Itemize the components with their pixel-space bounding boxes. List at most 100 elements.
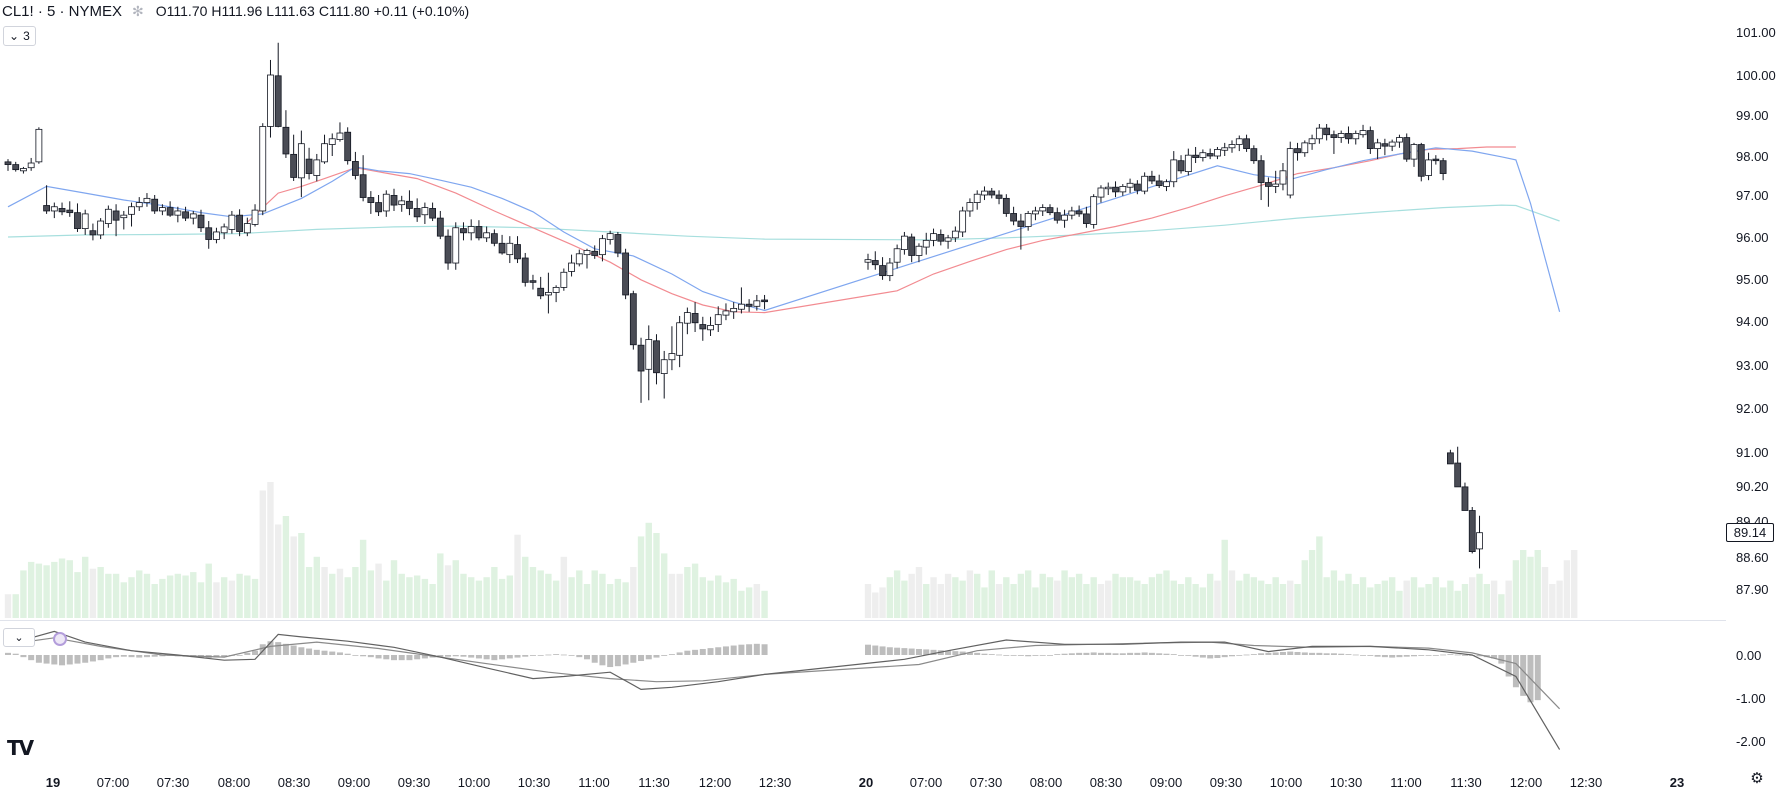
- candle-body: [43, 205, 50, 212]
- volume-bar: [1221, 539, 1228, 618]
- macd-histogram-bar: [879, 646, 886, 655]
- volume-bar: [20, 570, 27, 618]
- volume-bar: [1228, 570, 1236, 618]
- macd-histogram-bar: [1396, 655, 1403, 658]
- volume-bar: [1236, 580, 1243, 618]
- macd-histogram-bar: [105, 655, 112, 659]
- volume-bar: [1090, 577, 1097, 618]
- macd-histogram-bar: [599, 655, 606, 666]
- candle-body: [274, 75, 282, 127]
- macd-histogram-bar: [645, 655, 652, 660]
- volume-bar: [745, 587, 753, 618]
- volume-bar: [576, 570, 583, 618]
- volume-bar: [174, 573, 182, 618]
- macd-histogram-bar: [1498, 655, 1505, 664]
- tradingview-logo-icon[interactable]: TV: [7, 736, 34, 760]
- candle-body: [1017, 220, 1025, 227]
- time-tick-label: 07:00: [97, 775, 130, 790]
- macd-histogram-bar: [306, 648, 313, 655]
- macd-histogram-bar: [321, 650, 328, 655]
- macd-histogram-bar: [1265, 652, 1272, 655]
- candle-body: [1148, 175, 1156, 182]
- macd-histogram-bar: [915, 648, 922, 655]
- pane-indicator-dot[interactable]: [53, 632, 67, 646]
- macd-axis[interactable]: 0.00 -1.00 -2.00: [1736, 648, 1766, 749]
- pane-collapse-button[interactable]: ⌄: [3, 628, 35, 647]
- time-axis[interactable]: 19 07:00 07:30 08:00 08:30 09:00 09:30 10:00 10:…: [46, 775, 1684, 790]
- volume-bar: [105, 573, 112, 618]
- candle-body: [864, 259, 872, 263]
- macd-histogram-bar: [1221, 655, 1228, 658]
- time-tick-label: 09:30: [1210, 775, 1243, 790]
- candle-body: [398, 200, 406, 206]
- current-price-label: 89.14: [1726, 523, 1774, 542]
- macd-histogram-bar: [1112, 653, 1119, 655]
- volume-bar: [244, 575, 251, 618]
- macd-line: [23, 630, 1561, 750]
- volume-bar: [1541, 567, 1549, 618]
- macd-histogram-bar: [414, 655, 421, 660]
- macd-histogram-bar: [1512, 655, 1519, 688]
- candle-body: [1046, 207, 1054, 214]
- candle-body: [351, 161, 359, 176]
- candle-body: [722, 310, 730, 316]
- candle-body: [1272, 183, 1280, 187]
- volume-bar: [637, 536, 645, 618]
- volume-bar: [1032, 587, 1039, 618]
- snowflake-icon[interactable]: ✻: [132, 2, 144, 19]
- candle-body: [622, 252, 629, 296]
- macd-histogram-bar: [244, 652, 251, 655]
- candle-body: [1075, 210, 1083, 215]
- macd-histogram-bar: [1403, 655, 1410, 657]
- candlestick-series: [4, 42, 1483, 569]
- macd-histogram-bar: [576, 655, 583, 658]
- candle-body: [1199, 152, 1207, 158]
- macd-histogram-bar: [313, 649, 320, 655]
- macd-histogram-bar: [406, 655, 413, 661]
- volume-bar: [630, 567, 637, 618]
- volume-bar: [966, 570, 974, 618]
- macd-histogram-bar: [445, 655, 452, 657]
- macd-histogram-bar: [360, 655, 367, 657]
- indicators-toggle-button[interactable]: ⌄ 3: [3, 26, 36, 46]
- volume-bar: [893, 570, 901, 618]
- candle-body: [951, 230, 959, 239]
- candle-body: [328, 138, 336, 145]
- price-axis[interactable]: 101.00 100.00 99.00 98.00 97.00 96.00 95.00 94.…: [1736, 25, 1776, 597]
- candle-body: [4, 161, 12, 165]
- candle-body: [1184, 154, 1192, 172]
- macd-histogram-bar: [1105, 652, 1112, 655]
- candle-body: [1039, 207, 1047, 212]
- price-tick-label: 92.00: [1736, 401, 1769, 416]
- volume-bar: [753, 584, 761, 618]
- candle-body: [521, 257, 529, 283]
- symbol-name[interactable]: CL1! · 5 · NYMEX: [2, 2, 123, 20]
- time-tick-label: 08:30: [278, 775, 311, 790]
- volume-bar: [537, 570, 544, 618]
- time-tick-label: 10:30: [1330, 775, 1363, 790]
- volume-bar: [1439, 587, 1447, 618]
- volume-bar: [1381, 580, 1389, 618]
- candle-body: [228, 214, 236, 230]
- macd-histogram-bar: [51, 655, 58, 665]
- macd-histogram-bar: [614, 655, 621, 667]
- macd-histogram-bar: [692, 649, 699, 655]
- volume-bar: [522, 556, 529, 618]
- settings-icon[interactable]: ⚙: [1750, 770, 1764, 787]
- volume-bar: [205, 563, 212, 618]
- volume-bar: [128, 577, 135, 618]
- price-tick-label: 94.00: [1736, 314, 1769, 329]
- candle-body: [1221, 147, 1229, 151]
- volume-bar: [606, 584, 614, 618]
- candle-body: [1250, 148, 1258, 162]
- candle-body: [97, 220, 105, 236]
- time-tick-label: 09:30: [398, 775, 431, 790]
- candle-body: [1155, 180, 1163, 187]
- macd-histogram-bar: [1010, 655, 1017, 656]
- candle-body: [1374, 142, 1381, 150]
- volume-bar: [460, 573, 467, 618]
- candle-body: [1366, 130, 1374, 150]
- macd-histogram-bar: [1214, 655, 1221, 659]
- macd-histogram-bar: [730, 645, 737, 655]
